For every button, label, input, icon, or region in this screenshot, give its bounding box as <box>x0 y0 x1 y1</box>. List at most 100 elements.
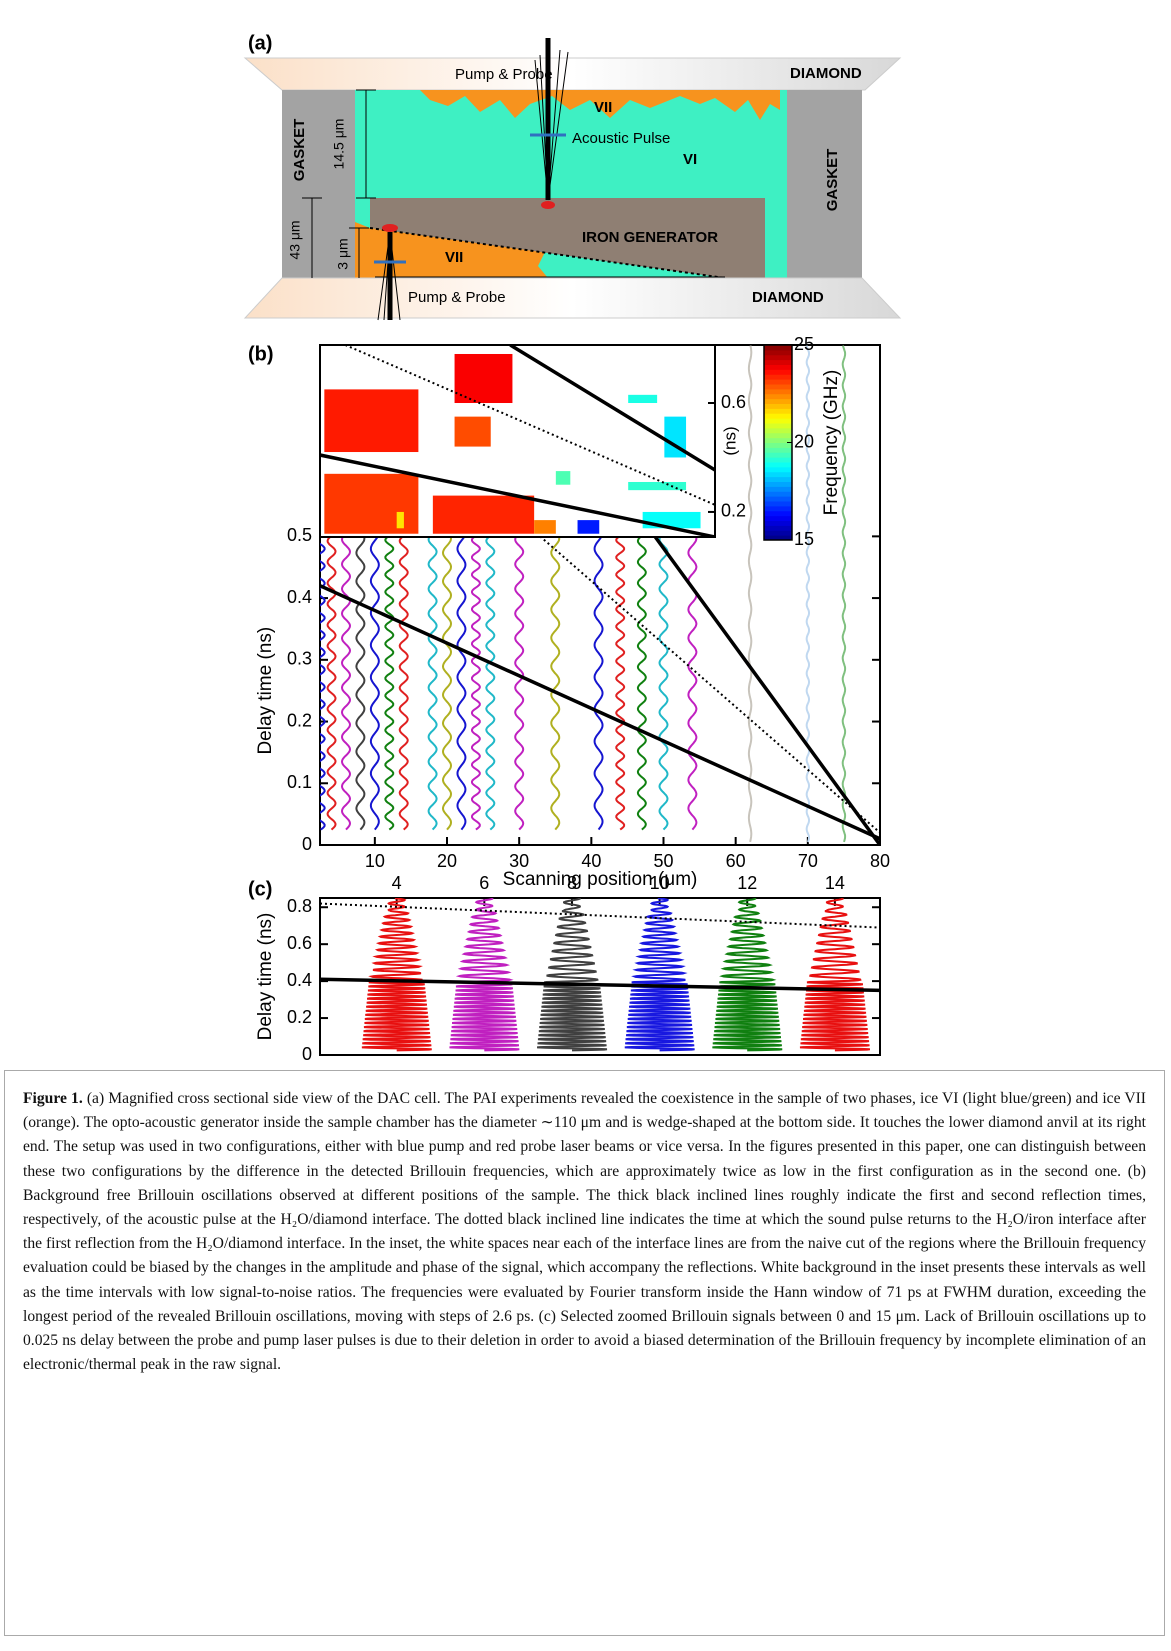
trace <box>361 898 432 1052</box>
frequency-cell <box>396 511 404 529</box>
inset-y-tick-label: 0.2 <box>721 501 746 521</box>
label: 3 μm <box>335 238 351 269</box>
gasket <box>787 90 862 278</box>
label: DIAMOND <box>752 289 824 306</box>
y-tick-label: 0.3 <box>287 649 312 669</box>
colorbar-segment <box>764 393 792 400</box>
colorbar-segment <box>764 466 792 473</box>
ice-vii <box>420 90 780 120</box>
x-tick-label: 70 <box>798 851 818 871</box>
x-tick-label: 10 <box>365 851 385 871</box>
plot: (b) 0 0.1 0.2 0.3 0.4 0.5 10 20 30 40 50 60 70 80 Delay… <box>248 343 890 890</box>
spot <box>541 201 555 209</box>
trace <box>799 898 871 1052</box>
trace <box>747 345 753 843</box>
plot-area <box>320 898 880 1052</box>
colorbar-segment <box>764 481 792 487</box>
colorbar-segment <box>764 515 792 521</box>
y-tick-label: 0.4 <box>287 970 312 990</box>
colorbar-segment <box>764 432 792 439</box>
x-tick-label: 6 <box>479 873 489 893</box>
colorbar-segment <box>764 374 792 380</box>
beam-rays <box>534 49 569 201</box>
guide-line <box>509 345 715 472</box>
x-tick-label: 10 <box>650 873 670 893</box>
y-tick-label: 0.1 <box>287 772 312 792</box>
ice-vii <box>355 222 548 278</box>
panel-label: (b) <box>248 343 274 365</box>
trace <box>624 898 695 1052</box>
colorbar-segment <box>764 471 792 478</box>
y-tick-label: 0.5 <box>287 525 312 545</box>
y-tick-label: 0.6 <box>287 933 312 953</box>
gasket <box>282 90 355 278</box>
colorbar-segment <box>764 427 792 434</box>
inset-area <box>320 345 715 537</box>
x-tick-label: 80 <box>870 851 890 871</box>
x-tick-label: 50 <box>653 851 673 871</box>
label: Pump & Probe <box>408 289 506 306</box>
frame <box>319 897 881 1056</box>
label: GASKET <box>291 119 308 182</box>
guide-line <box>320 584 880 841</box>
spot <box>382 224 398 232</box>
colorbar-tick-label: 15 <box>794 529 814 549</box>
frequency-cell <box>577 520 600 534</box>
frequency-cell <box>642 511 701 529</box>
colorbar-segment <box>764 462 792 468</box>
colorbar-segment <box>764 476 792 482</box>
colorbar-segment <box>764 496 792 502</box>
dimension <box>302 89 376 278</box>
colorbar-tick-label: 25 <box>794 334 814 354</box>
colorbar-segment <box>764 359 792 365</box>
guide-line <box>539 535 880 834</box>
colorbar-segment <box>764 345 792 351</box>
colorbar-segment <box>764 408 792 414</box>
colorbar-segment <box>764 510 792 517</box>
panel-label: (c) <box>248 878 272 900</box>
inset: 0.2 0.6 (ns) 15 20 25 Frequency (GHz) <box>319 334 842 549</box>
y-tick-label: 0 <box>302 834 312 854</box>
label: Acoustic Pulse <box>572 130 670 147</box>
label: IRON GENERATOR <box>582 229 718 246</box>
y-axis-label: Delay time (ns) <box>255 913 276 1041</box>
y-tick-label: 0.4 <box>287 587 312 607</box>
frequency-cell <box>454 353 513 404</box>
iron-generator <box>370 198 765 278</box>
plot: (c) 0 0.2 0.4 0.6 0.8 4 6 8 10 12 14 Delay time (ns) <box>248 873 881 1064</box>
colorbar-segment <box>764 505 792 512</box>
colorbar-segment <box>764 437 792 443</box>
label: VII <box>594 99 612 116</box>
colorbar-segment <box>764 423 792 429</box>
colorbar-segment <box>764 457 792 463</box>
colorbar-segment <box>764 369 792 375</box>
colorbar-segment <box>764 525 792 531</box>
colorbar-segment <box>764 520 792 526</box>
frequency-cell <box>324 389 419 453</box>
y-tick-label: 0.8 <box>287 896 312 916</box>
figure: (a) Pump & Probe DIAMOND VII Acoustic Pu… <box>243 32 902 1064</box>
label: VI <box>683 151 697 168</box>
x-tick-label: 4 <box>392 873 402 893</box>
colorbar-label: Frequency (GHz) <box>821 370 842 516</box>
frequency-cell <box>454 416 491 447</box>
colorbar-segment <box>764 535 792 541</box>
inset-y-tick-label: 0.6 <box>721 392 746 412</box>
frequency-cell <box>534 520 556 534</box>
x-tick-label: 60 <box>726 851 746 871</box>
x-tick-label: 20 <box>437 851 457 871</box>
caption-text: (a) Magnified cross sectional side view … <box>23 1090 1146 1374</box>
frequency-cell <box>432 495 535 534</box>
colorbar-tick-label: 20 <box>794 431 814 451</box>
label: DIAMOND <box>790 65 862 82</box>
caption-label: Figure 1. <box>23 1090 83 1107</box>
label: VII <box>445 249 463 266</box>
inset-frame <box>319 344 716 538</box>
colorbar-segment <box>764 486 792 492</box>
colorbar-segment <box>764 418 792 424</box>
y-axis-label: Delay time (ns) <box>255 627 276 755</box>
colorbar-segment <box>764 364 792 370</box>
label: 14.5 μm <box>331 119 347 170</box>
x-tick-label: 14 <box>825 873 845 893</box>
colorbar-segment <box>764 530 792 536</box>
